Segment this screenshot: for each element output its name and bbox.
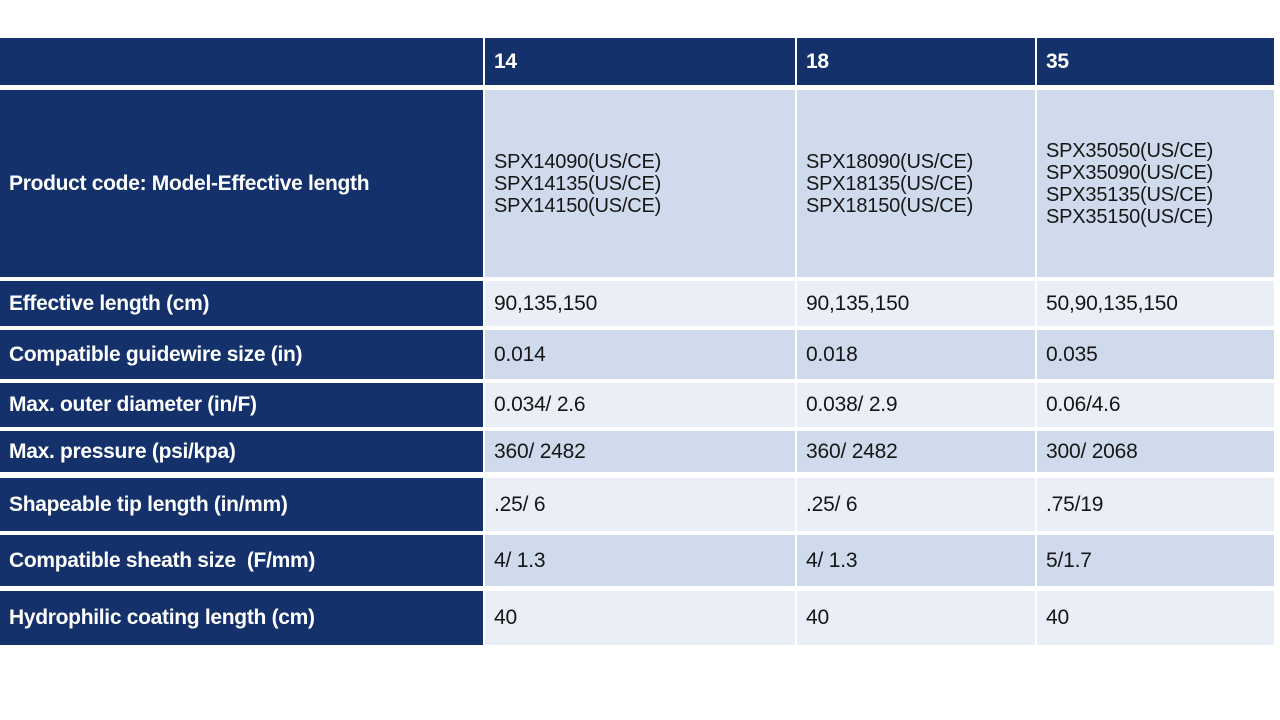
table-header-row: 14 18 35 xyxy=(0,38,1274,85)
sheath-size-35: 5/1.7 xyxy=(1037,535,1274,586)
row-label-max-pressure: Max. pressure (psi/kpa) xyxy=(0,431,483,472)
guidewire-size-35: 0.035 xyxy=(1037,330,1274,379)
coating-length-35: 40 xyxy=(1037,591,1274,645)
table-row-sheath-size: Compatible sheath size (F/mm) 4/ 1.3 4/ … xyxy=(0,535,1274,586)
sheath-size-14: 4/ 1.3 xyxy=(485,535,795,586)
max-pressure-14: 360/ 2482 xyxy=(485,431,795,472)
row-label-product-code: Product code: Model-Effective length xyxy=(0,90,483,277)
guidewire-size-18: 0.018 xyxy=(797,330,1035,379)
tip-length-14: .25/ 6 xyxy=(485,478,795,531)
header-col-14: 14 xyxy=(485,38,795,85)
header-col-35: 35 xyxy=(1037,38,1274,85)
product-code: SPX18090(US/CE) xyxy=(806,150,974,173)
row-label-effective-length: Effective length (cm) xyxy=(0,281,483,326)
sheath-size-18: 4/ 1.3 xyxy=(797,535,1035,586)
coating-length-18: 40 xyxy=(797,591,1035,645)
table-row-product-code: Product code: Model-Effective length SPX… xyxy=(0,90,1274,277)
header-col-18: 18 xyxy=(797,38,1035,85)
header-corner-cell xyxy=(0,38,483,85)
product-code: SPX35150(US/CE) xyxy=(1046,205,1214,228)
row-label-tip-length: Shapeable tip length (in/mm) xyxy=(0,478,483,531)
product-code: SPX35050(US/CE) xyxy=(1046,139,1214,162)
guidewire-size-14: 0.014 xyxy=(485,330,795,379)
effective-length-35: 50,90,135,150 xyxy=(1037,281,1274,326)
product-code: SPX14150(US/CE) xyxy=(494,194,662,217)
outer-diameter-14: 0.034/ 2.6 xyxy=(485,383,795,427)
table-row-guidewire-size: Compatible guidewire size (in) 0.014 0.0… xyxy=(0,330,1274,379)
product-codes-14: SPX14090(US/CE) SPX14135(US/CE) SPX14150… xyxy=(485,90,795,277)
outer-diameter-18: 0.038/ 2.9 xyxy=(797,383,1035,427)
table-row-max-pressure: Max. pressure (psi/kpa) 360/ 2482 360/ 2… xyxy=(0,431,1274,472)
product-code: SPX14135(US/CE) xyxy=(494,172,662,195)
product-code: SPX14090(US/CE) xyxy=(494,150,662,173)
max-pressure-35: 300/ 2068 xyxy=(1037,431,1274,472)
coating-length-14: 40 xyxy=(485,591,795,645)
effective-length-14: 90,135,150 xyxy=(485,281,795,326)
table-row-coating-length: Hydrophilic coating length (cm) 40 40 40 xyxy=(0,591,1274,645)
product-spec-table: 14 18 35 Product code: Model-Effective l… xyxy=(0,38,1274,645)
row-label-sheath-size: Compatible sheath size (F/mm) xyxy=(0,535,483,586)
product-codes-35: SPX35050(US/CE) SPX35090(US/CE) SPX35135… xyxy=(1037,90,1274,277)
table-row-outer-diameter: Max. outer diameter (in/F) 0.034/ 2.6 0.… xyxy=(0,383,1274,427)
max-pressure-18: 360/ 2482 xyxy=(797,431,1035,472)
product-codes-18: SPX18090(US/CE) SPX18135(US/CE) SPX18150… xyxy=(797,90,1035,277)
table-row-tip-length: Shapeable tip length (in/mm) .25/ 6 .25/… xyxy=(0,478,1274,531)
effective-length-18: 90,135,150 xyxy=(797,281,1035,326)
table-row-effective-length: Effective length (cm) 90,135,150 90,135,… xyxy=(0,281,1274,326)
row-label-guidewire-size: Compatible guidewire size (in) xyxy=(0,330,483,379)
tip-length-18: .25/ 6 xyxy=(797,478,1035,531)
product-code: SPX18150(US/CE) xyxy=(806,194,974,217)
product-code: SPX35135(US/CE) xyxy=(1046,183,1214,206)
row-label-coating-length: Hydrophilic coating length (cm) xyxy=(0,591,483,645)
product-code: SPX18135(US/CE) xyxy=(806,172,974,195)
outer-diameter-35: 0.06/4.6 xyxy=(1037,383,1274,427)
tip-length-35: .75/19 xyxy=(1037,478,1274,531)
product-code: SPX35090(US/CE) xyxy=(1046,161,1214,184)
row-label-outer-diameter: Max. outer diameter (in/F) xyxy=(0,383,483,427)
